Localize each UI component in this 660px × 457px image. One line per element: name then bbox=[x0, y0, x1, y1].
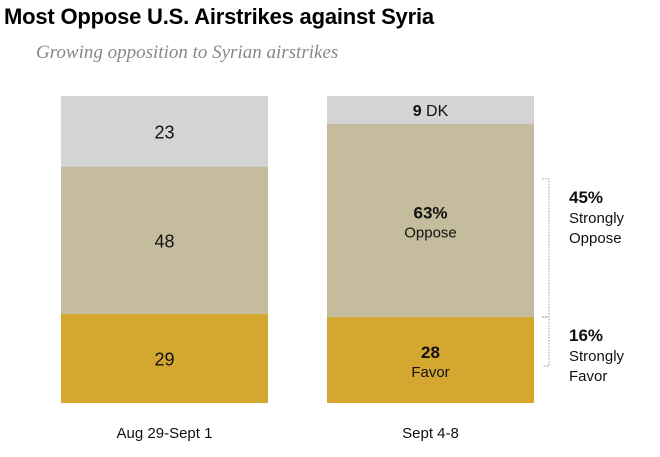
chart-subtitle: Growing opposition to Syrian airstrikes bbox=[36, 42, 339, 63]
data-label-dk: 9 DK bbox=[413, 103, 449, 120]
segment-name-favor: Favor bbox=[411, 364, 449, 381]
data-label-dk: 23 bbox=[154, 122, 174, 142]
data-label-oppose: 63% bbox=[413, 203, 447, 222]
category-label: Sept 4-8 bbox=[402, 425, 459, 442]
bar-segment-dk bbox=[327, 96, 534, 124]
chart-title: Most Oppose U.S. Airstrikes against Syri… bbox=[4, 4, 434, 29]
data-label-favor: 29 bbox=[154, 349, 174, 369]
bar-segment-dk bbox=[61, 96, 268, 167]
bar-segment-favor bbox=[61, 313, 268, 403]
data-label-oppose: 48 bbox=[154, 231, 174, 251]
annotation-value: 16% bbox=[569, 326, 603, 345]
annotation-label: Strongly bbox=[569, 348, 625, 365]
bar-segment-favor bbox=[327, 317, 534, 403]
bar-segment-oppose bbox=[327, 123, 534, 318]
data-label-favor: 28 bbox=[421, 343, 440, 362]
category-label: Aug 29-Sept 1 bbox=[117, 425, 213, 442]
segment-name-oppose: Oppose bbox=[404, 224, 457, 241]
annotation-label: Favor bbox=[569, 368, 607, 385]
bar-segment-oppose bbox=[61, 166, 268, 314]
bracket bbox=[542, 178, 550, 318]
annotation-label: Oppose bbox=[569, 230, 622, 247]
annotation-label: Strongly bbox=[569, 210, 625, 227]
annotation-value: 45% bbox=[569, 188, 603, 207]
bracket bbox=[542, 316, 550, 367]
